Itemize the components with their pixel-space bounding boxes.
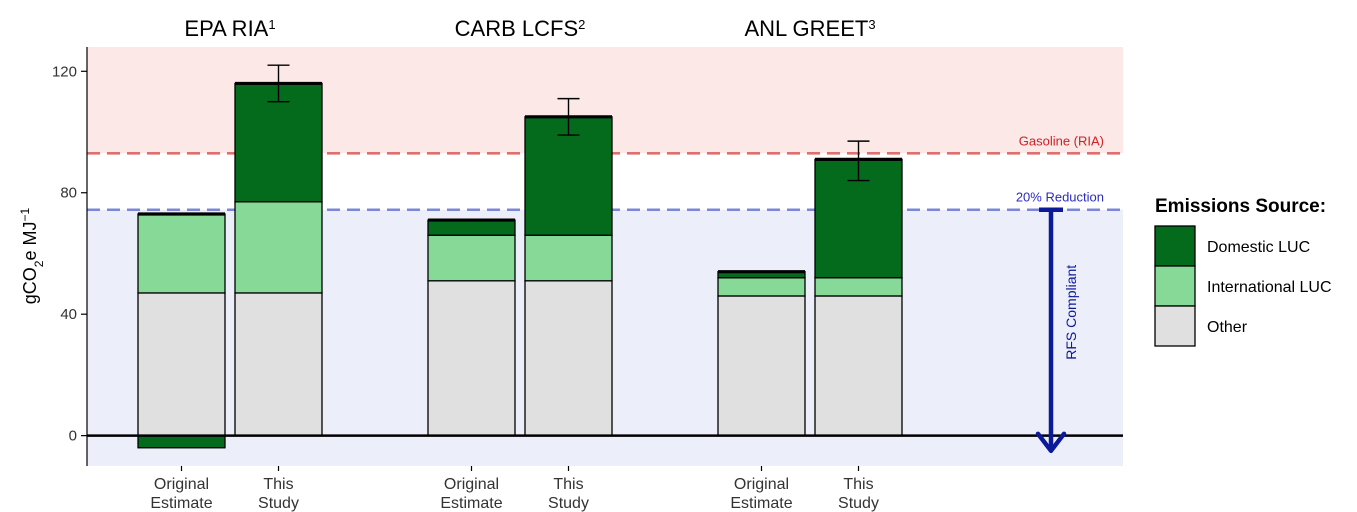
x-tick-label-carb-lcfs-0-1: Estimate — [440, 495, 502, 512]
arrow-head — [1035, 431, 1067, 454]
x-tick-label-anl-greet-0-1: Estimate — [730, 495, 792, 512]
x-tick-label-epa-ria-1-1: Study — [258, 495, 299, 512]
x-axis-labels: Original Estimate This Study Original Estimat… — [150, 466, 879, 512]
bars — [137, 81, 903, 449]
bar-anl-greet-original-estimate-international-luc — [717, 277, 806, 297]
bar-anl-greet-this-study-international-luc — [814, 277, 903, 297]
x-tick-label-anl-greet-1-0: This — [843, 476, 873, 493]
bar-epa-ria-this-study-international-luc — [234, 201, 323, 294]
bar-epa-ria-original-estimate-other — [137, 292, 226, 437]
y-tick-label-80: 80 — [60, 185, 77, 202]
x-tick-label-anl-greet-0-0: Original — [734, 476, 789, 493]
rfs-compliant-annotation: RFS Compliant — [1035, 207, 1079, 454]
bar-carb-lcfs-this-study-domestic-luc — [524, 116, 613, 236]
bar-carb-lcfs-this-study-other — [524, 280, 613, 437]
bar-carb-lcfs-this-study-international-luc — [524, 234, 613, 282]
legend-title: Emissions Source: — [1155, 196, 1326, 217]
facet-title-carb-lcfs: CARB LCFS2 — [455, 16, 586, 41]
x-tick-label-epa-ria-0-0: Original — [154, 476, 209, 493]
bar-epa-ria-original-estimate-international-luc — [137, 213, 226, 294]
facet-title-anl-greet: ANL GREET3 — [744, 16, 875, 41]
bar-epa-ria-original-estimate-domestic-luc — [137, 434, 226, 449]
x-tick-label-anl-greet-1-1: Study — [838, 495, 879, 512]
facet-title-epa-ria: EPA RIA1 — [184, 16, 275, 41]
bar-carb-lcfs-original-estimate-domestic-luc — [427, 219, 516, 236]
y-tick-label-120: 120 — [52, 63, 77, 80]
error-bars — [267, 64, 870, 182]
legend-label-other: Other — [1207, 319, 1248, 336]
legend-swatch-other — [1154, 305, 1196, 347]
y-tick-label-0: 0 — [69, 428, 77, 445]
reference-label-1: 20% Reduction — [1016, 190, 1104, 205]
legend-swatch-international-luc — [1154, 265, 1196, 307]
x-tick-label-carb-lcfs-0-0: Original — [444, 476, 499, 493]
y-axis-title: gCO2e MJ−1 — [18, 207, 46, 304]
x-tick-label-epa-ria-1-0: This — [263, 476, 293, 493]
bar-anl-greet-this-study-other — [814, 295, 903, 437]
bar-carb-lcfs-original-estimate-international-luc — [427, 234, 516, 282]
x-tick-label-carb-lcfs-1-0: This — [553, 476, 583, 493]
bar-epa-ria-this-study-domestic-luc — [234, 82, 323, 203]
legend-label-international-luc: International LUC — [1207, 279, 1332, 296]
reference-label-0: Gasoline (RIA) — [1019, 133, 1104, 148]
x-tick-label-carb-lcfs-1-1: Study — [548, 495, 589, 512]
y-axis: 0 40 80 120 gCO2e MJ−1 — [18, 47, 88, 466]
x-tick-label-epa-ria-0-1: Estimate — [150, 495, 212, 512]
bar-anl-greet-original-estimate-other — [717, 295, 806, 437]
annotation-label: RFS Compliant — [1063, 265, 1079, 360]
legend: Emissions Source: Domestic LUC Internation… — [1154, 196, 1332, 347]
bar-epa-ria-this-study-other — [234, 292, 323, 437]
facet-titles: EPA RIA1 CARB LCFS2 ANL GREET3 — [184, 16, 875, 41]
y-tick-label-40: 40 — [60, 306, 77, 323]
bar-carb-lcfs-original-estimate-other — [427, 280, 516, 437]
legend-swatch-domestic-luc — [1154, 225, 1196, 267]
legend-label-domestic-luc: Domestic LUC — [1207, 239, 1310, 256]
